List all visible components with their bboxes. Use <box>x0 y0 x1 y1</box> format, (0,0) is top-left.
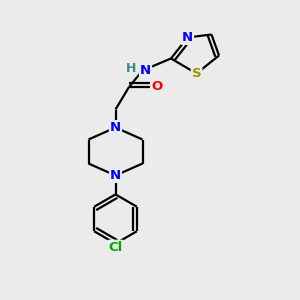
Text: N: N <box>110 169 121 182</box>
Text: N: N <box>182 31 193 44</box>
Text: N: N <box>110 121 121 134</box>
Text: O: O <box>151 80 162 94</box>
Text: H: H <box>125 62 136 76</box>
Text: S: S <box>192 67 201 80</box>
Text: N: N <box>140 64 151 77</box>
Text: Cl: Cl <box>108 241 123 254</box>
